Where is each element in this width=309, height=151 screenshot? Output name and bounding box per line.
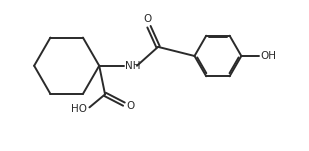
Text: OH: OH [260, 51, 277, 61]
Text: O: O [126, 101, 134, 111]
Text: NH: NH [125, 61, 140, 71]
Text: HO: HO [71, 104, 87, 114]
Text: O: O [144, 14, 152, 24]
